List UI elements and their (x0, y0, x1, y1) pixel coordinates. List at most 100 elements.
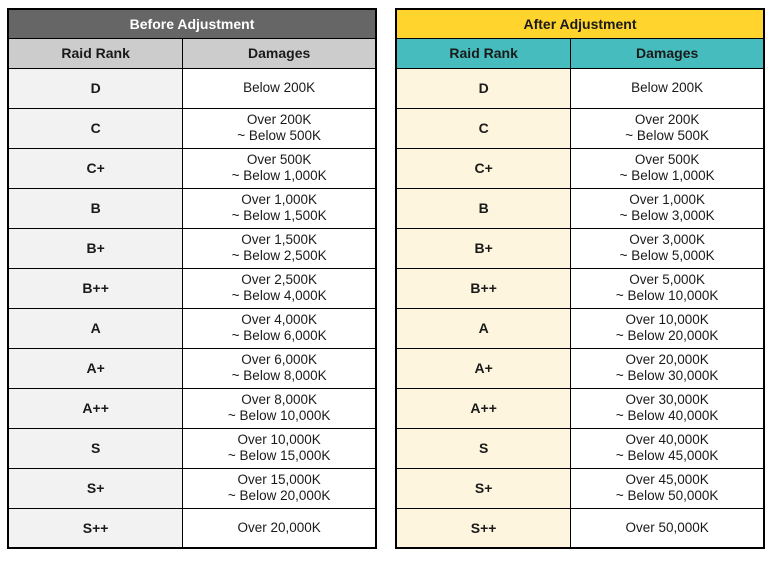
damage-line: ~ Below 500K (237, 128, 321, 143)
table-row: B Over 1,000K ~ Below 1,500K (7, 187, 377, 229)
damage-line: ~ Below 8,000K (231, 368, 327, 383)
damage-line: Over 200K (634, 112, 700, 127)
damage-line: Over 5,000K (629, 272, 706, 287)
damage-line: Over 1,000K (241, 192, 318, 207)
table-row: A+ Over 20,000K ~ Below 30,000K (395, 347, 765, 389)
rank-cell: A+ (7, 347, 184, 389)
damage-line: ~ Below 1,000K (231, 168, 327, 183)
rank-cell: C+ (395, 147, 572, 189)
damage-line: ~ Below 500K (625, 128, 709, 143)
rank-cell: D (395, 67, 572, 109)
damage-line: Over 1,000K (629, 192, 706, 207)
damages-cell: Over 20,000K ~ Below 30,000K (570, 347, 765, 389)
table-title-after: After Adjustment (395, 8, 765, 39)
damages-cell: Below 200K (570, 67, 765, 109)
rank-cell: C (7, 107, 184, 149)
damages-cell: Over 10,000K ~ Below 20,000K (570, 307, 765, 349)
column-header-row: Raid Rank Damages (7, 37, 377, 69)
damage-line: ~ Below 10,000K (227, 408, 331, 423)
damages-cell: Over 6,000K ~ Below 8,000K (182, 347, 377, 389)
damages-cell: Over 8,000K ~ Below 10,000K (182, 387, 377, 429)
damages-cell: Over 50,000K (570, 507, 765, 549)
damages-cell: Over 20,000K (182, 507, 377, 549)
damages-cell: Over 2,500K ~ Below 4,000K (182, 267, 377, 309)
damage-line: ~ Below 4,000K (231, 288, 327, 303)
table-row: B Over 1,000K ~ Below 3,000K (395, 187, 765, 229)
table-title-before: Before Adjustment (7, 8, 377, 39)
rank-cell: A+ (395, 347, 572, 389)
rank-cell: C+ (7, 147, 184, 189)
table-row: B++ Over 2,500K ~ Below 4,000K (7, 267, 377, 309)
table-row: D Below 200K (7, 67, 377, 109)
damages-cell: Over 3,000K ~ Below 5,000K (570, 227, 765, 269)
damage-line: ~ Below 50,000K (615, 488, 719, 503)
damage-line: ~ Below 5,000K (619, 248, 715, 263)
column-header-damages: Damages (182, 37, 377, 69)
damage-line: ~ Below 20,000K (227, 488, 331, 503)
damages-cell: Over 10,000K ~ Below 15,000K (182, 427, 377, 469)
table-row: B+ Over 3,000K ~ Below 5,000K (395, 227, 765, 269)
rank-cell: B (395, 187, 572, 229)
damage-line: Over 6,000K (241, 352, 318, 367)
table-body: D Below 200K C Over 200K ~ Below 500K C+ Over … (395, 67, 765, 549)
damage-line: Over 50,000K (625, 519, 709, 535)
damages-cell: Over 500K ~ Below 1,000K (570, 147, 765, 189)
rank-cell: B (7, 187, 184, 229)
rank-cell: S (395, 427, 572, 469)
damage-line: ~ Below 2,500K (231, 248, 327, 263)
table-row: S++ Over 20,000K (7, 507, 377, 549)
damage-line: Below 200K (631, 80, 704, 95)
rank-cell: A (7, 307, 184, 349)
rank-cell: S (7, 427, 184, 469)
column-header-raid-rank: Raid Rank (395, 37, 572, 69)
damage-line: Over 40,000K (625, 432, 709, 447)
rank-cell: C (395, 107, 572, 149)
table-row: S Over 10,000K ~ Below 15,000K (7, 427, 377, 469)
damage-line: Over 4,000K (241, 312, 318, 327)
table-row: C+ Over 500K ~ Below 1,000K (7, 147, 377, 189)
damages-cell: Over 4,000K ~ Below 6,000K (182, 307, 377, 349)
damages-cell: Over 15,000K ~ Below 20,000K (182, 467, 377, 509)
table-row: C+ Over 500K ~ Below 1,000K (395, 147, 765, 189)
damage-line: Below 200K (243, 80, 316, 95)
table-row: A++ Over 30,000K ~ Below 40,000K (395, 387, 765, 429)
damages-cell: Over 45,000K ~ Below 50,000K (570, 467, 765, 509)
table-row: C Over 200K ~ Below 500K (395, 107, 765, 149)
column-header-raid-rank: Raid Rank (7, 37, 184, 69)
table-row: S+ Over 15,000K ~ Below 20,000K (7, 467, 377, 509)
damage-line: Over 20,000K (625, 352, 709, 367)
damages-cell: Over 30,000K ~ Below 40,000K (570, 387, 765, 429)
damage-line: Over 8,000K (241, 392, 318, 407)
damage-line: Over 10,000K (625, 312, 709, 327)
rank-cell: A++ (7, 387, 184, 429)
table-row: S Over 40,000K ~ Below 45,000K (395, 427, 765, 469)
table-row: B+ Over 1,500K ~ Below 2,500K (7, 227, 377, 269)
table-row: C Over 200K ~ Below 500K (7, 107, 377, 149)
damage-line: ~ Below 30,000K (615, 368, 719, 383)
damages-cell: Over 200K ~ Below 500K (570, 107, 765, 149)
damage-line: Over 15,000K (237, 472, 321, 487)
rank-cell: S++ (395, 507, 572, 549)
title-row: Before Adjustment (7, 8, 377, 39)
damage-line: Over 1,500K (241, 232, 318, 247)
table-row: B++ Over 5,000K ~ Below 10,000K (395, 267, 765, 309)
rank-cell: B+ (395, 227, 572, 269)
damage-line: Over 2,500K (241, 272, 318, 287)
damages-cell: Over 5,000K ~ Below 10,000K (570, 267, 765, 309)
damages-cell: Over 500K ~ Below 1,000K (182, 147, 377, 189)
damage-line: Over 45,000K (625, 472, 709, 487)
damage-line: ~ Below 40,000K (615, 408, 719, 423)
after-adjustment-table: After Adjustment Raid Rank Damages D Belo… (395, 8, 765, 549)
damage-line: Over 200K (246, 112, 312, 127)
rank-cell: A (395, 307, 572, 349)
damage-line: Over 30,000K (625, 392, 709, 407)
damages-cell: Over 1,000K ~ Below 1,500K (182, 187, 377, 229)
table-row: D Below 200K (395, 67, 765, 109)
rank-cell: A++ (395, 387, 572, 429)
rank-cell: B++ (395, 267, 572, 309)
damage-line: ~ Below 6,000K (231, 328, 327, 343)
damage-line: Over 500K (246, 152, 312, 167)
damage-line: Over 3,000K (629, 232, 706, 247)
damages-cell: Over 200K ~ Below 500K (182, 107, 377, 149)
table-row: S+ Over 45,000K ~ Below 50,000K (395, 467, 765, 509)
